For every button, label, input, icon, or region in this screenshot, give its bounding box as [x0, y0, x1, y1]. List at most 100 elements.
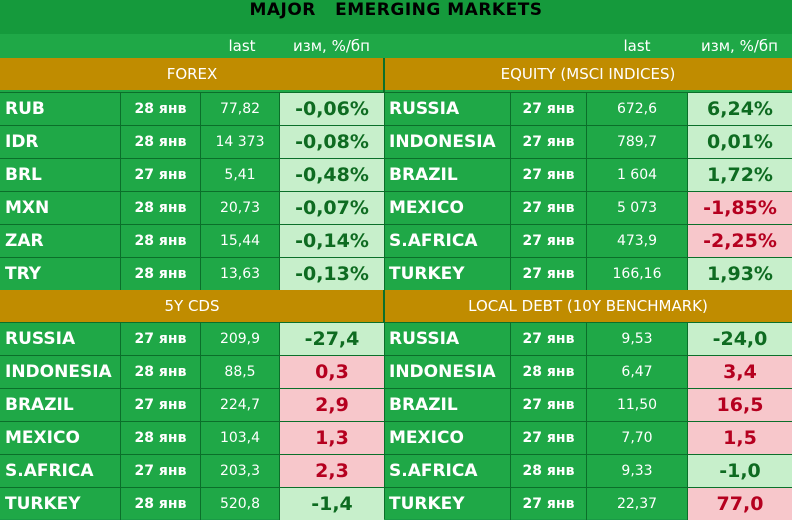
- table-row: BRL 27 янв 5,41 -0,48% BRAZIL 27 янв 1 604 1,72…: [0, 158, 792, 191]
- forex-date-cell: 27 янв: [120, 158, 200, 191]
- equity-change-cell: 1,72%: [687, 158, 792, 191]
- cds-name-cell: S.AFRICA: [5, 460, 94, 481]
- forex-date-cell: 28 янв: [120, 125, 200, 158]
- table-title: MAJOR EMERGING MARKETS: [249, 0, 543, 20]
- cds-date-cell: 27 янв: [120, 388, 200, 421]
- table-row: TURKEY 28 янв 520,8 -1,4 TURKEY 27 янв 22,37 77…: [0, 487, 792, 520]
- forex-last-cell: 5,41: [200, 158, 279, 191]
- cds-last-cell: 103,4: [200, 421, 279, 454]
- table-row: RUSSIA 27 янв 209,9 -27,4 RUSSIA 27 янв 9,53 -2…: [0, 322, 792, 355]
- row-divider: [0, 322, 792, 323]
- forex-date-cell: 28 янв: [120, 191, 200, 224]
- cds-change-cell: 2,9: [279, 388, 384, 421]
- forex-name-cell: RUB: [5, 98, 45, 119]
- debt-name-cell: TURKEY: [389, 493, 465, 514]
- debt-date-cell: 27 янв: [510, 322, 586, 355]
- forex-name-cell: ZAR: [5, 230, 44, 251]
- debt-change-cell: -24,0: [687, 322, 792, 355]
- header-change-left: изм, %/бп: [293, 37, 370, 55]
- equity-last-cell: 789,7: [586, 125, 687, 158]
- row-divider: [0, 355, 792, 356]
- row-divider: [0, 388, 792, 389]
- debt-change-cell: 1,5: [687, 421, 792, 454]
- equity-last-cell: 672,6: [586, 92, 687, 125]
- table-row: MXN 28 янв 20,73 -0,07% MEXICO 27 янв 5 073 -1,…: [0, 191, 792, 224]
- debt-last-cell: 7,70: [586, 421, 687, 454]
- cds-date-cell: 28 янв: [120, 487, 200, 520]
- forex-title: FOREX: [166, 65, 218, 83]
- debt-date-cell: 27 янв: [510, 388, 586, 421]
- equity-name-cell: INDONESIA: [389, 131, 496, 152]
- equity-change-cell: -2,25%: [687, 224, 792, 257]
- debt-last-cell: 11,50: [586, 388, 687, 421]
- equity-date-cell: 27 янв: [510, 257, 586, 290]
- debt-last-cell: 9,33: [586, 454, 687, 487]
- table-row: RUB 28 янв 77,82 -0,06% RUSSIA 27 янв 672,6 6,2…: [0, 92, 792, 125]
- cds-last-cell: 203,3: [200, 454, 279, 487]
- cds-last-cell: 88,5: [200, 355, 279, 388]
- cds-change-cell: 0,3: [279, 355, 384, 388]
- row-divider: [0, 158, 792, 159]
- cds-name-cell: RUSSIA: [5, 328, 76, 349]
- cds-name-cell: MEXICO: [5, 427, 80, 448]
- cds-date-cell: 28 янв: [120, 355, 200, 388]
- row-divider: [0, 454, 792, 455]
- equity-name-cell: MEXICO: [389, 197, 464, 218]
- section-header-row: 5Y CDS LOCAL DEBT (10Y BENCHMARK): [0, 290, 792, 322]
- debt-change-cell: -1,0: [687, 454, 792, 487]
- cds-last-cell: 209,9: [200, 322, 279, 355]
- table-row: TRY 28 янв 13,63 -0,13% TURKEY 27 янв 166,16 1,…: [0, 257, 792, 290]
- forex-change-cell: -0,14%: [279, 224, 384, 257]
- header-spacer: [384, 34, 587, 58]
- table-row: BRAZIL 27 янв 224,7 2,9 BRAZIL 27 янв 11,50 16,…: [0, 388, 792, 421]
- debt-change-cell: 77,0: [687, 487, 792, 520]
- debt-change-cell: 3,4: [687, 355, 792, 388]
- debt-change-cell: 16,5: [687, 388, 792, 421]
- table-row: INDONESIA 28 янв 88,5 0,3 INDONESIA 28 янв 6,4…: [0, 355, 792, 388]
- forex-last-cell: 15,44: [200, 224, 279, 257]
- equity-date-cell: 27 янв: [510, 224, 586, 257]
- forex-name-cell: BRL: [5, 164, 42, 185]
- row-divider: [0, 487, 792, 488]
- section-header-row: FOREX EQUITY (MSCI INDICES): [0, 58, 792, 90]
- equity-change-cell: 0,01%: [687, 125, 792, 158]
- equity-name-cell: S.AFRICA: [389, 230, 478, 251]
- cds-last-cell: 520,8: [200, 487, 279, 520]
- panel-divider: [383, 58, 385, 519]
- cds-change-cell: -27,4: [279, 322, 384, 355]
- title-row: MAJOR EMERGING MARKETS: [0, 0, 792, 34]
- forex-name-cell: IDR: [5, 131, 39, 152]
- debt-date-cell: 28 янв: [510, 355, 586, 388]
- debt-last-cell: 9,53: [586, 322, 687, 355]
- header-last-right: last: [623, 37, 651, 55]
- cds-name-cell: TURKEY: [5, 493, 81, 514]
- cds-change-cell: 2,3: [279, 454, 384, 487]
- row-divider: [0, 191, 792, 192]
- cds-date-cell: 27 янв: [120, 322, 200, 355]
- cds-change-cell: -1,4: [279, 487, 384, 520]
- equity-change-cell: -1,85%: [687, 191, 792, 224]
- forex-change-cell: -0,07%: [279, 191, 384, 224]
- equity-last-cell: 5 073: [586, 191, 687, 224]
- equity-date-cell: 27 янв: [510, 92, 586, 125]
- table-row: IDR 28 янв 14 373 -0,08% INDONESIA 27 янв 789,…: [0, 125, 792, 158]
- cds-name-cell: BRAZIL: [5, 394, 74, 415]
- cds-last-cell: 224,7: [200, 388, 279, 421]
- forex-change-cell: -0,06%: [279, 92, 384, 125]
- table-row: S.AFRICA 27 янв 203,3 2,3 S.AFRICA 28 янв 9,33…: [0, 454, 792, 487]
- debt-name-cell: S.AFRICA: [389, 460, 478, 481]
- forex-date-cell: 28 янв: [120, 257, 200, 290]
- debt-date-cell: 28 янв: [510, 454, 586, 487]
- cds-date-cell: 27 янв: [120, 454, 200, 487]
- equity-last-cell: 473,9: [586, 224, 687, 257]
- equity-date-cell: 27 янв: [510, 191, 586, 224]
- debt-title: LOCAL DEBT (10Y BENCHMARK): [468, 297, 708, 315]
- forex-change-cell: -0,48%: [279, 158, 384, 191]
- debt-date-cell: 27 янв: [510, 421, 586, 454]
- equity-last-cell: 1 604: [586, 158, 687, 191]
- forex-last-cell: 20,73: [200, 191, 279, 224]
- header-spacer: [0, 34, 205, 58]
- equity-date-cell: 27 янв: [510, 158, 586, 191]
- cds-change-cell: 1,3: [279, 421, 384, 454]
